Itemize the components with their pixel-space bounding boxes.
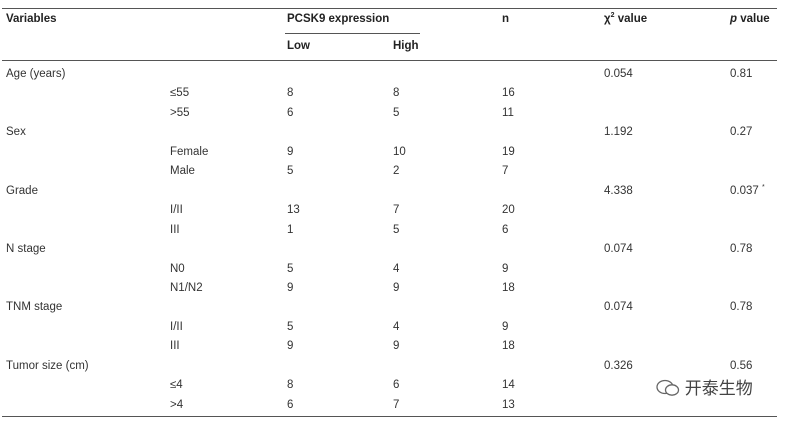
header-chi: χ2 value <box>604 12 647 26</box>
low-count: 9 <box>287 340 294 353</box>
chi-rest: value <box>617 13 648 25</box>
level-label: III <box>170 340 180 353</box>
high-count: 7 <box>393 204 400 217</box>
header-n: n <box>502 13 510 25</box>
p-rest: value <box>740 13 770 25</box>
high-count: 2 <box>393 165 400 178</box>
watermark: 开泰生物 <box>656 374 753 399</box>
p-value: 0.78 <box>730 243 753 256</box>
low-count: 8 <box>287 87 294 100</box>
high-count: 10 <box>393 145 406 158</box>
level-label: I/II <box>170 204 183 217</box>
high-count: 9 <box>393 281 400 294</box>
low-count: 6 <box>287 398 294 411</box>
n-count: 14 <box>502 379 515 392</box>
p-value: 0.56 <box>730 359 753 372</box>
low-count: 5 <box>287 262 294 275</box>
chi-sup: 2 <box>610 12 615 19</box>
level-label: ≤55 <box>170 87 190 100</box>
variable-name: Sex <box>6 126 26 139</box>
chi-value: 0.074 <box>604 301 633 314</box>
low-count: 13 <box>287 204 300 217</box>
variable-name: Age (years) <box>6 68 66 80</box>
chi-value: 0.326 <box>604 359 633 372</box>
header-high: High <box>393 40 419 52</box>
high-count: 9 <box>393 340 400 353</box>
p-value: 0.81 <box>730 68 753 80</box>
high-count: 4 <box>393 262 400 275</box>
high-count: 4 <box>393 320 400 333</box>
n-count: 16 <box>502 87 515 100</box>
low-count: 6 <box>287 106 294 119</box>
chi-value: 0.054 <box>604 68 633 80</box>
level-label: N1/N2 <box>170 281 203 294</box>
p-value: 0.037 * <box>730 183 765 197</box>
variable-name: TNM stage <box>6 301 63 314</box>
level-label: I/II <box>170 320 183 333</box>
p-mark: * <box>761 183 765 191</box>
level-label: III <box>170 223 180 236</box>
level-label: >4 <box>170 398 184 411</box>
n-count: 20 <box>502 204 515 217</box>
chi-symbol: χ <box>604 13 611 25</box>
bottom-rule <box>2 416 777 417</box>
n-count: 9 <box>502 320 509 333</box>
variable-name: N stage <box>6 243 46 256</box>
chi-value: 0.074 <box>604 243 633 256</box>
high-count: 8 <box>393 87 400 100</box>
p-symbol: p <box>730 13 738 25</box>
watermark-icon <box>656 379 680 396</box>
n-count: 9 <box>502 262 509 275</box>
variable-name: Tumor size (cm) <box>6 359 89 372</box>
variable-name: Grade <box>6 184 38 197</box>
header-low: Low <box>287 40 310 52</box>
p-value: 0.78 <box>730 301 753 314</box>
header-variables: Variables <box>6 13 57 25</box>
p-value: 0.27 <box>730 126 753 139</box>
header-p: p value <box>730 12 770 26</box>
level-label: Female <box>170 145 209 158</box>
low-count: 1 <box>287 223 294 236</box>
low-count: 5 <box>287 320 294 333</box>
header-rule <box>2 60 777 61</box>
n-count: 7 <box>502 165 509 178</box>
level-label: N0 <box>170 262 185 275</box>
level-label: ≤4 <box>170 379 183 392</box>
chi-value: 4.338 <box>604 184 633 197</box>
watermark-text: 开泰生物 <box>684 379 753 398</box>
top-rule <box>2 8 777 9</box>
high-count: 6 <box>393 379 400 392</box>
n-count: 18 <box>502 281 515 294</box>
low-count: 9 <box>287 145 294 158</box>
header-group: PCSK9 expression <box>287 13 390 25</box>
level-label: >55 <box>170 106 190 119</box>
n-count: 19 <box>502 145 515 158</box>
low-count: 5 <box>287 165 294 178</box>
high-count: 5 <box>393 223 400 236</box>
n-count: 11 <box>502 106 514 119</box>
n-count: 6 <box>502 223 509 236</box>
high-count: 7 <box>393 398 400 411</box>
chi-value: 1.192 <box>604 126 633 139</box>
low-count: 8 <box>287 379 294 392</box>
low-count: 9 <box>287 281 294 294</box>
n-count: 13 <box>502 398 515 411</box>
high-count: 5 <box>393 106 400 119</box>
level-label: Male <box>170 165 195 178</box>
group-rule <box>285 33 420 34</box>
n-count: 18 <box>502 340 515 353</box>
